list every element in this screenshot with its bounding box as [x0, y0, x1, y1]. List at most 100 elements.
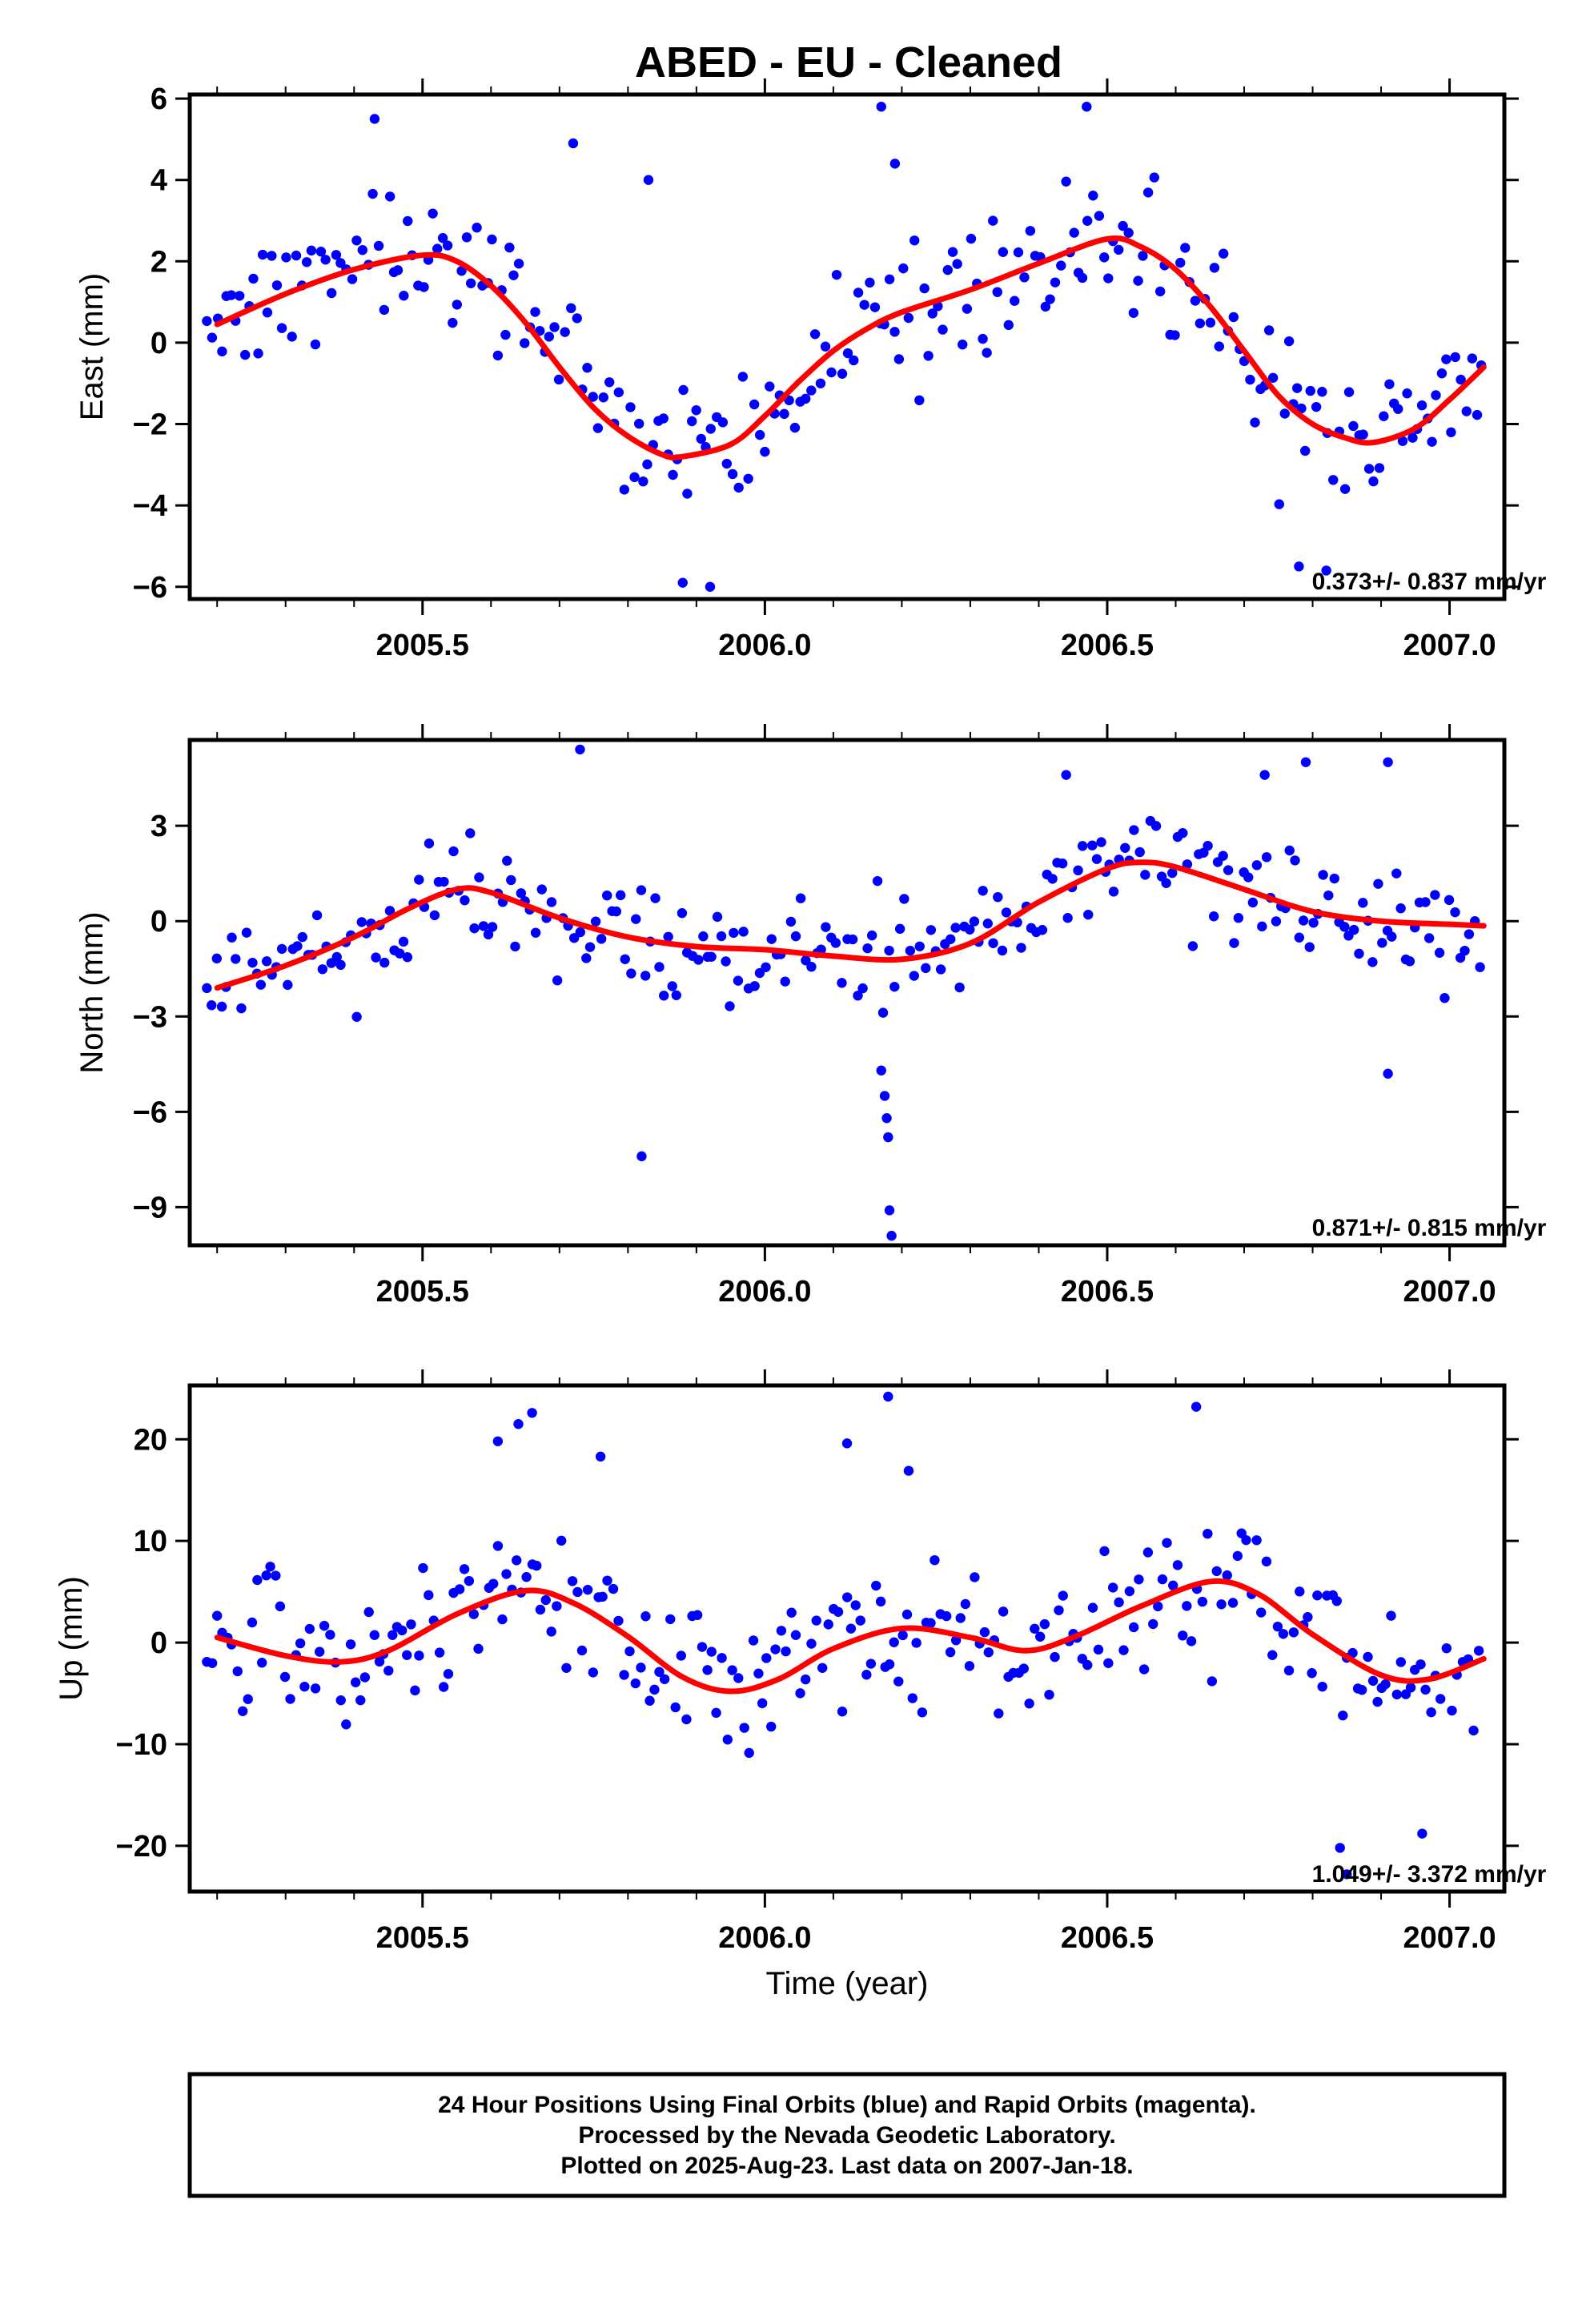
data-point	[717, 1653, 727, 1663]
y-tick-label: −4	[133, 489, 167, 523]
data-point	[248, 273, 259, 284]
data-point	[1243, 872, 1254, 883]
data-point	[240, 349, 251, 360]
x-tick-label: 2006.5	[1061, 1275, 1154, 1309]
data-point	[993, 891, 1003, 903]
y-tick-label: −6	[133, 1096, 167, 1129]
data-point	[520, 338, 530, 348]
data-point	[595, 1451, 606, 1462]
data-point	[1295, 1586, 1305, 1597]
data-point	[960, 1598, 971, 1610]
data-point	[1118, 1645, 1129, 1655]
data-point	[727, 468, 738, 480]
x-tick-label: 2005.5	[376, 1275, 469, 1309]
data-point	[581, 953, 592, 963]
data-point	[1150, 821, 1162, 831]
data-point	[738, 927, 749, 937]
data-point	[872, 875, 883, 887]
data-point	[256, 1658, 267, 1668]
east-y-axis-label: East (mm)	[74, 273, 110, 420]
data-point	[399, 291, 409, 301]
data-point	[257, 249, 268, 260]
y-tick-label: 20	[134, 1423, 167, 1457]
data-point	[1190, 296, 1201, 306]
data-point	[899, 894, 909, 904]
data-point	[766, 934, 777, 944]
data-point	[877, 1007, 889, 1018]
data-point	[665, 1614, 676, 1625]
data-point	[733, 1673, 744, 1683]
data-point	[1292, 383, 1303, 393]
data-point	[853, 287, 864, 298]
data-point	[1283, 336, 1295, 347]
data-point	[530, 927, 541, 938]
data-point	[566, 303, 576, 314]
data-point	[1404, 956, 1415, 967]
data-point	[935, 964, 946, 975]
data-point	[497, 1614, 508, 1625]
data-point	[1218, 850, 1228, 861]
data-point	[1290, 855, 1300, 866]
data-point	[1343, 387, 1355, 397]
data-point	[1473, 1646, 1484, 1656]
data-point	[608, 1583, 619, 1594]
data-point	[216, 1001, 227, 1012]
y-tick-label: 6	[151, 82, 167, 116]
data-point	[292, 941, 303, 951]
data-point	[776, 1626, 787, 1636]
data-point	[1379, 411, 1389, 421]
data-point	[560, 327, 570, 337]
data-point	[283, 979, 293, 991]
data-point	[649, 1684, 660, 1695]
data-point	[568, 138, 579, 149]
data-point	[1035, 1631, 1046, 1642]
data-point	[1303, 1612, 1313, 1622]
data-point	[879, 1091, 890, 1101]
data-point	[207, 332, 218, 343]
data-point	[1107, 1582, 1118, 1593]
data-point	[567, 1576, 578, 1586]
data-point	[901, 1609, 913, 1620]
data-point	[1118, 220, 1128, 231]
data-point	[487, 922, 498, 932]
data-point	[706, 951, 717, 962]
north-plot-frame	[187, 738, 1507, 1248]
data-point	[1148, 1618, 1158, 1630]
data-point	[682, 489, 693, 499]
y-tick-label: 2	[151, 245, 167, 279]
data-point	[886, 1230, 897, 1241]
data-point	[702, 1665, 713, 1675]
data-point	[1134, 846, 1145, 858]
data-point	[276, 943, 287, 955]
data-point	[1222, 1570, 1232, 1581]
data-point	[1472, 409, 1483, 420]
data-point	[576, 1645, 588, 1656]
y-tick-label: −10	[116, 1728, 167, 1762]
data-point	[789, 422, 801, 433]
data-point	[1088, 191, 1098, 201]
data-point	[998, 1606, 1009, 1617]
data-point	[862, 943, 873, 954]
data-point	[1450, 352, 1460, 363]
east-data-layer	[202, 102, 1487, 592]
data-point	[619, 485, 630, 495]
data-point	[811, 1615, 821, 1626]
data-point	[572, 1586, 583, 1598]
data-point	[1380, 1679, 1391, 1690]
data-point	[295, 1638, 306, 1649]
data-point	[1374, 463, 1385, 473]
x-tick-label: 2005.5	[376, 629, 469, 662]
data-point	[1387, 931, 1397, 942]
data-point	[281, 252, 291, 263]
data-point	[889, 159, 901, 169]
data-point	[964, 1661, 975, 1671]
data-point	[1284, 845, 1295, 856]
data-point	[837, 978, 847, 988]
data-point	[1338, 1710, 1348, 1721]
data-point	[893, 354, 905, 364]
data-point	[588, 1667, 599, 1678]
y-tick-label: 0	[151, 905, 167, 939]
data-point	[1186, 1636, 1197, 1647]
data-point	[842, 348, 853, 359]
data-point	[299, 1681, 310, 1692]
